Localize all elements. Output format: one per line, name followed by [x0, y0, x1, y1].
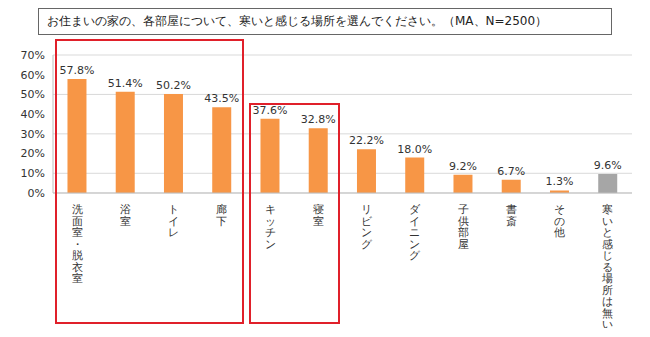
- svg-text:その他: その他: [554, 203, 565, 239]
- svg-text:1.3%: 1.3%: [545, 175, 573, 188]
- svg-text:40%: 40%: [21, 108, 45, 121]
- svg-text:浴室: 浴室: [120, 203, 131, 228]
- svg-text:6.7%: 6.7%: [497, 165, 525, 178]
- svg-text:ダイニング: ダイニング: [409, 203, 421, 262]
- svg-text:寒いと感じる場所は無い: 寒いと感じる場所は無い: [601, 203, 613, 328]
- svg-text:9.6%: 9.6%: [594, 159, 622, 172]
- svg-text:洗面室・脱衣室: 洗面室・脱衣室: [72, 203, 83, 285]
- svg-text:70%: 70%: [21, 49, 45, 62]
- svg-text:57.8%: 57.8%: [59, 64, 94, 77]
- svg-text:32.8%: 32.8%: [301, 113, 336, 126]
- svg-text:22.2%: 22.2%: [349, 134, 384, 147]
- svg-text:18.0%: 18.0%: [397, 143, 432, 156]
- svg-text:20%: 20%: [21, 147, 45, 160]
- svg-text:子供部屋: 子供部屋: [458, 203, 469, 251]
- svg-text:リビング: リビング: [361, 203, 373, 251]
- svg-text:10%: 10%: [21, 167, 45, 180]
- svg-text:キッチン: キッチン: [265, 203, 276, 251]
- svg-text:50.2%: 50.2%: [156, 79, 191, 92]
- svg-text:50%: 50%: [21, 88, 45, 101]
- svg-text:寝室: 寝室: [313, 203, 324, 228]
- svg-text:9.2%: 9.2%: [449, 160, 477, 173]
- svg-text:書斎: 書斎: [506, 203, 517, 228]
- svg-text:30%: 30%: [21, 128, 45, 141]
- svg-text:トイレ: トイレ: [168, 203, 179, 239]
- html-text:お住まいの家の、各部屋について、寒いと感じる場所を選んでくだ: お住まいの家の、各部屋について、寒いと感じる場所を選んでください。（MA、N=2…: [47, 14, 548, 28]
- svg-text:廊下: 廊下: [216, 203, 227, 228]
- svg-text:37.6%: 37.6%: [252, 104, 287, 117]
- svg-text:43.5%: 43.5%: [204, 92, 239, 105]
- svg-text:51.4%: 51.4%: [108, 77, 143, 90]
- svg-text:60%: 60%: [21, 69, 45, 82]
- svg-text:0%: 0%: [28, 187, 45, 200]
